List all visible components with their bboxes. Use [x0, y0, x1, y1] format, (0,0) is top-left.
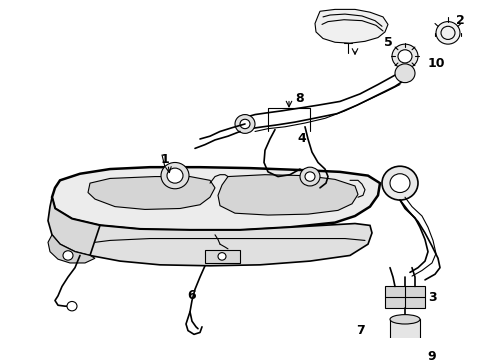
Circle shape: [67, 301, 77, 311]
Circle shape: [63, 251, 73, 260]
Ellipse shape: [390, 315, 420, 324]
Polygon shape: [390, 319, 420, 357]
Text: 8: 8: [295, 92, 304, 105]
Circle shape: [161, 162, 189, 189]
Circle shape: [390, 174, 410, 193]
Polygon shape: [88, 176, 215, 210]
Circle shape: [382, 166, 418, 200]
Text: 1: 1: [161, 153, 170, 166]
Circle shape: [167, 168, 183, 183]
Polygon shape: [52, 167, 380, 230]
Polygon shape: [315, 9, 388, 43]
Text: 7: 7: [356, 324, 365, 337]
Text: 3: 3: [428, 291, 436, 304]
Circle shape: [436, 22, 460, 44]
Text: 6: 6: [188, 289, 196, 302]
Polygon shape: [90, 224, 372, 266]
Circle shape: [441, 26, 455, 40]
Text: 2: 2: [456, 14, 465, 27]
Ellipse shape: [390, 352, 420, 360]
Circle shape: [235, 114, 255, 133]
Text: 4: 4: [297, 132, 306, 145]
Circle shape: [305, 172, 315, 181]
Polygon shape: [48, 235, 95, 263]
Text: 5: 5: [384, 36, 392, 49]
Circle shape: [240, 119, 250, 129]
Text: 10: 10: [427, 57, 445, 70]
Circle shape: [218, 253, 226, 260]
Polygon shape: [218, 175, 358, 215]
Polygon shape: [205, 250, 240, 263]
Text: 9: 9: [428, 350, 436, 360]
Circle shape: [395, 64, 415, 83]
Polygon shape: [385, 287, 425, 308]
Circle shape: [398, 50, 412, 63]
Circle shape: [392, 44, 418, 68]
Polygon shape: [48, 197, 100, 256]
Circle shape: [300, 167, 320, 186]
